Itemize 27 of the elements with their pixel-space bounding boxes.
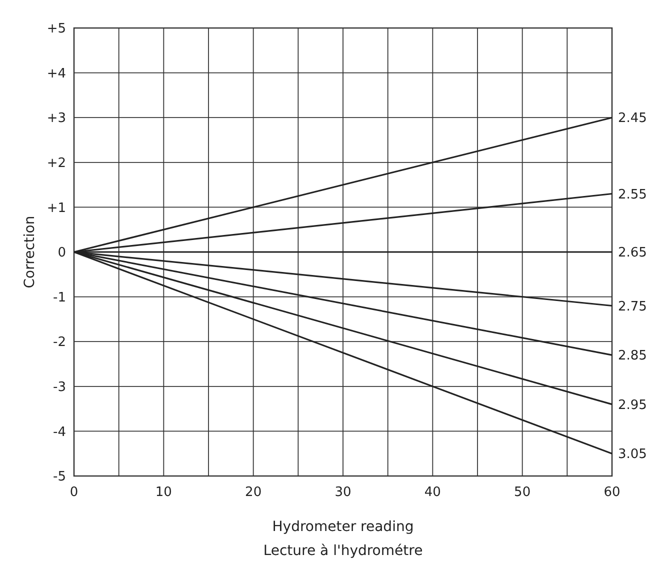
series-label: 2.85 (618, 348, 647, 364)
series-label: 2.65 (618, 246, 647, 261)
x-tick-label: 0 (70, 485, 78, 500)
series-label: 3.05 (618, 447, 647, 462)
x-tick-label: 10 (155, 485, 172, 500)
series-label: 2.55 (618, 187, 647, 202)
y-tick-label: +2 (46, 156, 66, 171)
x-axis-title: Hydrometer reading Lecture à l'hydrométre (263, 519, 423, 559)
y-axis-title: Correction (22, 216, 38, 288)
y-tick-label: +3 (46, 111, 66, 126)
y-tick-label: 0 (58, 246, 66, 261)
x-tick-label: 60 (604, 485, 620, 500)
x-tick-label: 30 (334, 485, 352, 500)
y-tick-label: -1 (53, 290, 66, 306)
y-tick-label: +1 (46, 200, 66, 216)
y-tick-label: -2 (53, 335, 66, 350)
y-tick-label: -5 (53, 470, 66, 485)
series-label: 2.95 (618, 398, 647, 413)
y-tick-label: +4 (46, 66, 66, 82)
y-tick-label: -4 (53, 424, 66, 440)
y-tick-label: -3 (53, 380, 66, 395)
x-tick-label: 20 (245, 485, 262, 500)
y-tick-label: +5 (46, 22, 66, 37)
series-label: 2.45 (618, 111, 647, 126)
x-tick-label: 50 (514, 485, 531, 500)
series-label: 2.75 (618, 299, 647, 314)
x-tick-label: 40 (424, 485, 441, 500)
